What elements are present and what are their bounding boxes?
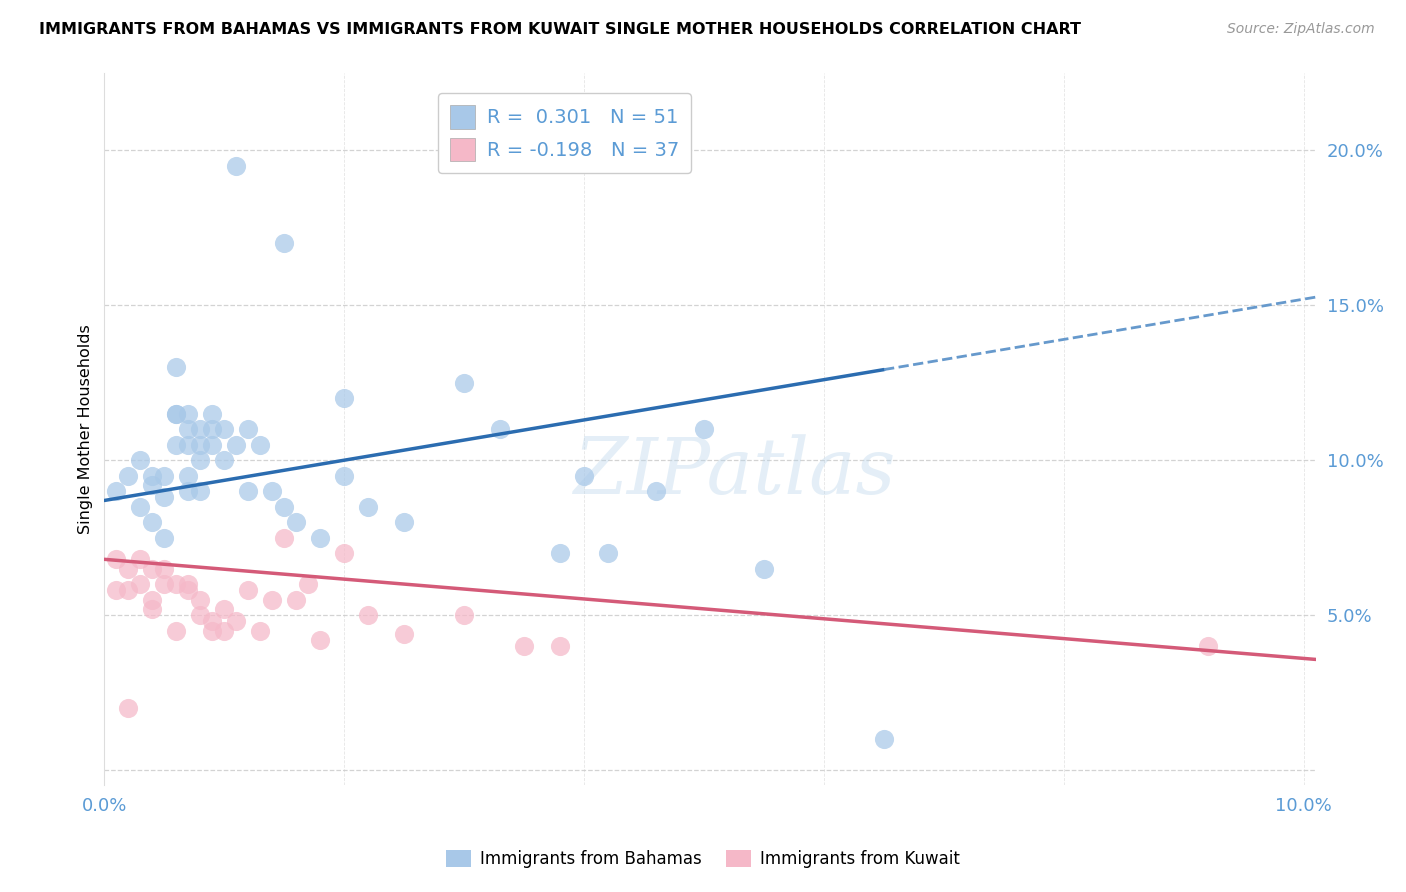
Point bbox=[165, 407, 187, 421]
Point bbox=[129, 500, 152, 514]
Point bbox=[105, 583, 128, 598]
Point bbox=[357, 608, 380, 623]
Point bbox=[873, 731, 896, 746]
Point bbox=[548, 639, 571, 653]
Point bbox=[117, 583, 139, 598]
Point bbox=[489, 422, 512, 436]
Point bbox=[453, 608, 475, 623]
Point bbox=[117, 561, 139, 575]
Point bbox=[165, 360, 187, 375]
Point bbox=[645, 484, 668, 499]
Point bbox=[165, 407, 187, 421]
Point bbox=[598, 546, 620, 560]
Point bbox=[165, 624, 187, 638]
Point bbox=[238, 583, 260, 598]
Point bbox=[153, 561, 176, 575]
Point bbox=[273, 500, 295, 514]
Point bbox=[1197, 639, 1219, 653]
Point bbox=[249, 438, 271, 452]
Point bbox=[285, 592, 308, 607]
Point bbox=[188, 484, 211, 499]
Point bbox=[214, 422, 236, 436]
Point bbox=[188, 608, 211, 623]
Point bbox=[225, 159, 247, 173]
Point bbox=[225, 614, 247, 628]
Point bbox=[177, 468, 200, 483]
Point bbox=[238, 422, 260, 436]
Point bbox=[153, 577, 176, 591]
Point bbox=[214, 453, 236, 467]
Point bbox=[105, 484, 128, 499]
Point bbox=[153, 468, 176, 483]
Legend: R =  0.301   N = 51, R = -0.198   N = 37: R = 0.301 N = 51, R = -0.198 N = 37 bbox=[439, 94, 690, 173]
Point bbox=[141, 515, 163, 529]
Point bbox=[285, 515, 308, 529]
Point bbox=[141, 561, 163, 575]
Point bbox=[153, 491, 176, 505]
Point bbox=[394, 626, 416, 640]
Point bbox=[188, 422, 211, 436]
Point bbox=[394, 515, 416, 529]
Point bbox=[572, 468, 595, 483]
Point bbox=[201, 422, 224, 436]
Point bbox=[262, 592, 284, 607]
Point bbox=[141, 602, 163, 616]
Point bbox=[273, 236, 295, 251]
Point bbox=[453, 376, 475, 390]
Point bbox=[201, 407, 224, 421]
Point bbox=[225, 438, 247, 452]
Point bbox=[117, 468, 139, 483]
Point bbox=[249, 624, 271, 638]
Point bbox=[752, 561, 775, 575]
Point bbox=[117, 701, 139, 715]
Point bbox=[177, 438, 200, 452]
Point bbox=[693, 422, 716, 436]
Point bbox=[188, 453, 211, 467]
Point bbox=[141, 478, 163, 492]
Point bbox=[238, 484, 260, 499]
Point bbox=[297, 577, 319, 591]
Point bbox=[357, 500, 380, 514]
Point bbox=[309, 531, 332, 545]
Point bbox=[333, 546, 356, 560]
Point bbox=[177, 484, 200, 499]
Point bbox=[262, 484, 284, 499]
Point bbox=[333, 391, 356, 405]
Point bbox=[177, 577, 200, 591]
Point bbox=[177, 583, 200, 598]
Point bbox=[165, 577, 187, 591]
Point bbox=[273, 531, 295, 545]
Text: Source: ZipAtlas.com: Source: ZipAtlas.com bbox=[1227, 22, 1375, 37]
Legend: Immigrants from Bahamas, Immigrants from Kuwait: Immigrants from Bahamas, Immigrants from… bbox=[440, 843, 966, 875]
Point bbox=[188, 438, 211, 452]
Point bbox=[548, 546, 571, 560]
Point bbox=[188, 592, 211, 607]
Point bbox=[214, 602, 236, 616]
Point bbox=[513, 639, 536, 653]
Point bbox=[201, 624, 224, 638]
Point bbox=[141, 592, 163, 607]
Point bbox=[129, 552, 152, 566]
Point bbox=[214, 624, 236, 638]
Point bbox=[153, 531, 176, 545]
Point bbox=[201, 614, 224, 628]
Point bbox=[141, 468, 163, 483]
Point bbox=[177, 407, 200, 421]
Point bbox=[201, 438, 224, 452]
Text: IMMIGRANTS FROM BAHAMAS VS IMMIGRANTS FROM KUWAIT SINGLE MOTHER HOUSEHOLDS CORRE: IMMIGRANTS FROM BAHAMAS VS IMMIGRANTS FR… bbox=[39, 22, 1081, 37]
Text: ZIPatlas: ZIPatlas bbox=[574, 434, 896, 510]
Point bbox=[333, 468, 356, 483]
Point bbox=[105, 552, 128, 566]
Point bbox=[165, 438, 187, 452]
Point bbox=[129, 577, 152, 591]
Point bbox=[129, 453, 152, 467]
Y-axis label: Single Mother Households: Single Mother Households bbox=[79, 325, 93, 534]
Point bbox=[177, 422, 200, 436]
Point bbox=[309, 632, 332, 647]
